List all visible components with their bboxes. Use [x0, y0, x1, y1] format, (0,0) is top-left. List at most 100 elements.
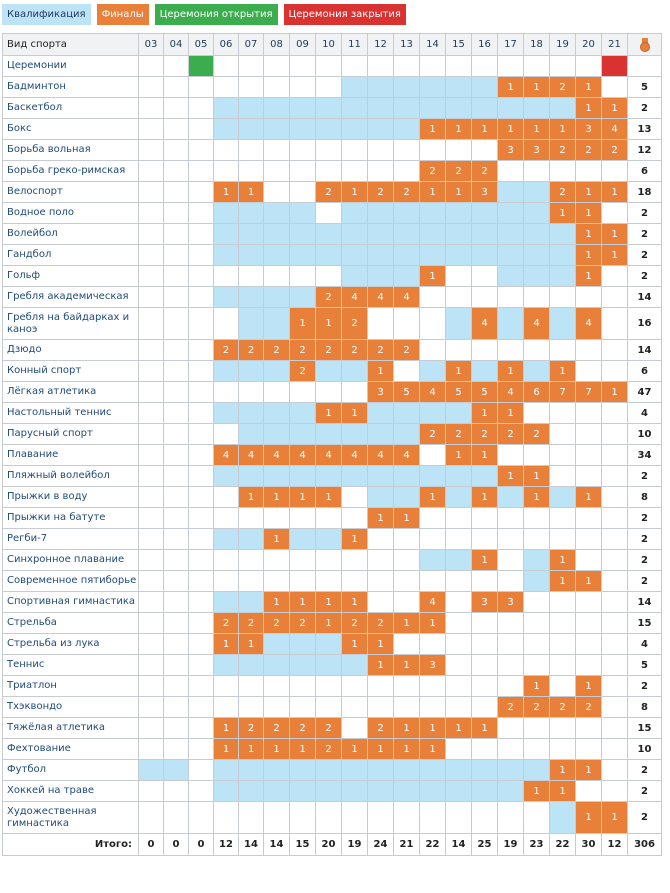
sport-name[interactable]: Спортивная гимнастика [2, 591, 139, 613]
finals-cell: 1 [575, 97, 602, 119]
sport-name[interactable]: Тхэквондо [2, 696, 139, 718]
qualification-cell [341, 780, 368, 802]
sport-name[interactable]: Триатлон [2, 675, 139, 697]
sport-name[interactable]: Гребля на байдарках и каноэ [2, 307, 139, 340]
sport-name[interactable]: Церемонии [2, 55, 139, 77]
sport-name[interactable]: Конный спорт [2, 360, 139, 382]
empty-cell [341, 139, 368, 161]
empty-cell [289, 570, 316, 592]
table-row: Плавание 4 4 4 4 4 4 4 4 1 1 34 [2, 444, 662, 466]
qualification-cell [419, 97, 446, 119]
qualification-cell [549, 265, 576, 287]
legend-closing-ceremony: Церемония закрытия [283, 4, 406, 25]
qualification-cell [497, 97, 524, 119]
qualification-cell [289, 528, 316, 550]
sport-name[interactable]: Пляжный волейбол [2, 465, 139, 487]
sport-name[interactable]: Синхронное плавание [2, 549, 139, 571]
finals-cell: 5 [471, 381, 498, 403]
sport-name[interactable]: Тяжёлая атлетика [2, 717, 139, 739]
finals-cell: 4 [497, 381, 524, 403]
empty-cell [497, 570, 524, 592]
empty-cell [138, 181, 164, 203]
totals-row: Итого: 0 0 0 12 14 14 15 20 19 24 21 22 14 25 19 23 22 30… [2, 833, 662, 856]
sport-name[interactable]: Прыжки в воду [2, 486, 139, 508]
header-day: 20 [575, 33, 602, 56]
sport-total: 2 [627, 549, 662, 571]
finals-cell: 1 [393, 507, 420, 529]
sport-name[interactable]: Парусный спорт [2, 423, 139, 445]
sport-name[interactable]: Настольный теннис [2, 402, 139, 424]
empty-cell [575, 465, 602, 487]
sport-name[interactable]: Водное поло [2, 202, 139, 224]
sport-name[interactable]: Футбол [2, 759, 139, 781]
qualification-cell [238, 759, 264, 781]
qualification-cell [523, 202, 550, 224]
empty-cell [289, 381, 316, 403]
sport-name[interactable]: Гандбол [2, 244, 139, 266]
empty-cell [163, 76, 189, 98]
empty-cell [163, 465, 189, 487]
qualification-cell [341, 223, 368, 245]
sport-name[interactable]: Бокс [2, 118, 139, 140]
empty-cell [445, 570, 472, 592]
sport-name[interactable]: Хоккей на траве [2, 780, 139, 802]
qualification-cell [445, 486, 472, 508]
table-row: Волейбол 1 1 2 [2, 223, 662, 245]
empty-cell [163, 780, 189, 802]
qualification-cell [289, 759, 316, 781]
sport-name[interactable]: Дзюдо [2, 339, 139, 361]
sport-name[interactable]: Художественная гимнастика [2, 801, 139, 834]
table-row: Триатлон 1 1 2 [2, 675, 662, 697]
sport-name[interactable]: Борьба вольная [2, 139, 139, 161]
finals-cell: 1 [471, 486, 498, 508]
qualification-cell [315, 465, 342, 487]
qualification-cell [315, 97, 342, 119]
empty-cell [549, 633, 576, 655]
sport-name[interactable]: Бадминтон [2, 76, 139, 98]
finals-cell: 1 [523, 465, 550, 487]
sport-name[interactable]: Регби-7 [2, 528, 139, 550]
empty-cell [419, 570, 446, 592]
sport-name[interactable]: Гребля академическая [2, 286, 139, 308]
finals-cell: 1 [523, 486, 550, 508]
day-total: 14 [263, 833, 290, 856]
finals-cell: 1 [575, 265, 602, 287]
qualification-cell [393, 118, 420, 140]
empty-cell [419, 307, 446, 340]
empty-cell [549, 160, 576, 182]
qualification-cell [419, 223, 446, 245]
finals-cell: 1 [341, 181, 368, 203]
qualification-cell [213, 780, 239, 802]
sport-total [627, 55, 662, 77]
sport-name[interactable]: Современное пятиборье [2, 570, 139, 592]
sport-total: 4 [627, 402, 662, 424]
sport-total: 13 [627, 118, 662, 140]
sport-name[interactable]: Плавание [2, 444, 139, 466]
qualification-cell [341, 118, 368, 140]
sport-name[interactable]: Стрельба из лука [2, 633, 139, 655]
empty-cell [367, 675, 394, 697]
empty-cell [138, 780, 164, 802]
sport-name[interactable]: Волейбол [2, 223, 139, 245]
sport-name[interactable]: Прыжки на батуте [2, 507, 139, 529]
sport-name[interactable]: Фехтование [2, 738, 139, 760]
sport-name[interactable]: Гольф [2, 265, 139, 287]
table-row: Фехтование 1 1 1 1 2 1 1 1 1 10 [2, 738, 662, 760]
sport-name[interactable]: Лёгкая атлетика [2, 381, 139, 403]
empty-cell [138, 801, 164, 834]
finals-cell: 1 [419, 717, 446, 739]
finals-cell: 4 [315, 444, 342, 466]
qualification-cell [549, 244, 576, 266]
sport-name[interactable]: Велоспорт [2, 181, 139, 203]
sport-name[interactable]: Баскетбол [2, 97, 139, 119]
empty-cell [419, 139, 446, 161]
sport-name[interactable]: Стрельба [2, 612, 139, 634]
qualification-cell [289, 118, 316, 140]
table-row: Современное пятиборье 1 1 2 [2, 570, 662, 592]
sport-total: 5 [627, 76, 662, 98]
empty-cell [549, 507, 576, 529]
empty-cell [367, 696, 394, 718]
sport-name[interactable]: Борьба греко-римская [2, 160, 139, 182]
sport-name[interactable]: Теннис [2, 654, 139, 676]
finals-cell: 1 [238, 181, 264, 203]
